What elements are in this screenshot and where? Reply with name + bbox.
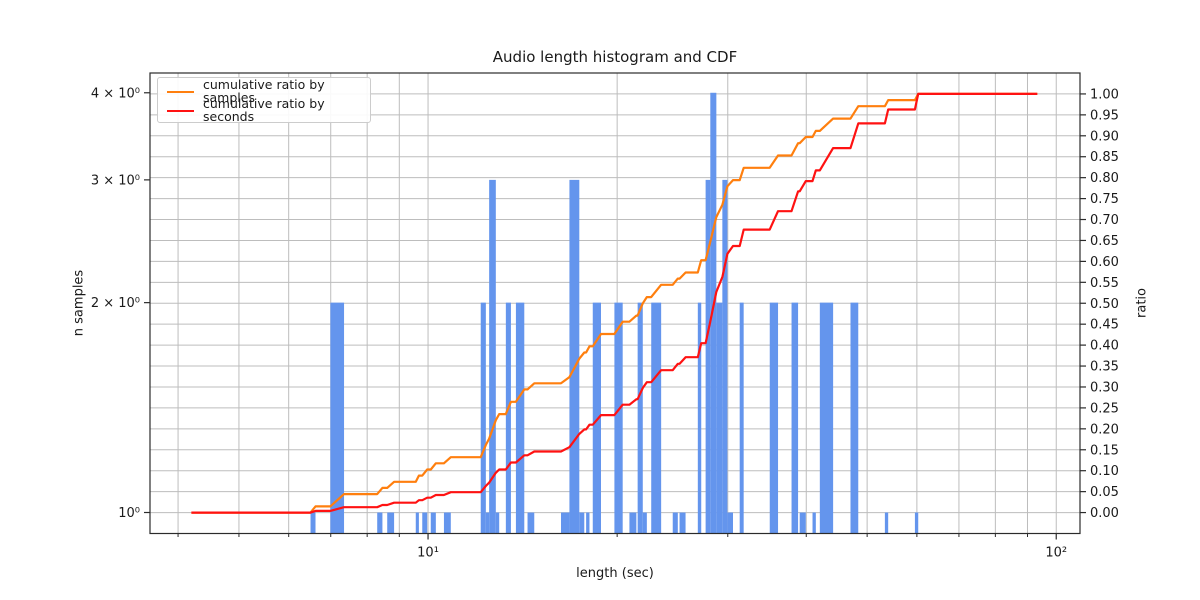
histogram-bar	[480, 302, 486, 534]
histogram-bar	[791, 302, 799, 534]
legend-line-seconds-icon	[167, 109, 194, 112]
histogram-bar	[505, 302, 511, 534]
histogram-bar	[727, 512, 733, 534]
y-right-tick-label: 0.65	[1090, 234, 1119, 249]
y-axis-label-right: ratio	[1134, 288, 1150, 318]
histogram-bar	[705, 179, 711, 534]
y-right-tick-label: 0.75	[1090, 192, 1119, 207]
y-left-tick-label: 10⁰	[118, 506, 140, 521]
histogram-bar	[651, 302, 662, 534]
histogram-bar	[716, 302, 723, 534]
y-right-tick-label: 0.20	[1090, 422, 1119, 437]
legend-item-samples: cumulative ratio by samples	[167, 77, 360, 105]
y-left-tick-label: 2 × 10⁰	[91, 296, 140, 311]
histogram-bar	[642, 512, 647, 534]
histogram-bar	[739, 302, 744, 534]
histogram-bar	[415, 512, 419, 534]
y-right-tick-label: 0.95	[1090, 108, 1119, 123]
histogram-bar	[443, 512, 451, 534]
y-right-tick-label: 0.40	[1090, 339, 1119, 354]
x-tick-label: 10¹	[417, 546, 439, 561]
y-right-tick-label: 1.00	[1090, 87, 1119, 102]
y-right-tick-label: 0.35	[1090, 360, 1119, 375]
histogram-bar	[485, 512, 490, 534]
histogram-bar	[722, 179, 728, 534]
y-right-tick-label: 0.90	[1090, 129, 1119, 144]
histogram-bar	[769, 302, 779, 534]
histogram-bar	[672, 512, 678, 534]
x-tick-label: 10²	[1045, 546, 1067, 561]
histogram-bar	[799, 512, 806, 534]
histogram-bar	[586, 512, 590, 534]
histogram-bar	[884, 512, 889, 534]
histogram-bar	[310, 512, 316, 534]
histogram-bar	[489, 179, 496, 534]
y-right-tick-label: 0.00	[1090, 506, 1119, 521]
y-right-tick-label: 0.85	[1090, 150, 1119, 165]
chart-title: Audio length histogram and CDF	[492, 48, 738, 66]
histogram-bar	[561, 512, 570, 534]
cdf-line-samples	[191, 92, 1038, 514]
legend-item-seconds: cumulative ratio by seconds	[167, 96, 360, 124]
cdf-line-seconds	[191, 92, 1038, 514]
legend-label-seconds: cumulative ratio by seconds	[203, 96, 325, 124]
y-left-tick-label: 3 × 10⁰	[91, 173, 140, 188]
histogram-bar	[914, 512, 919, 534]
histogram-bar	[579, 512, 585, 534]
histogram-bar	[710, 92, 717, 534]
y-right-tick-label: 0.30	[1090, 380, 1119, 395]
histogram-bar	[527, 512, 535, 534]
histogram-bar	[569, 179, 580, 534]
y-right-tick-label: 0.10	[1090, 464, 1119, 479]
legend: cumulative ratio by samples cumulative r…	[157, 77, 371, 123]
histogram-bar	[637, 302, 643, 534]
histogram-bar	[629, 512, 637, 534]
histogram-bar	[850, 302, 859, 534]
y-right-tick-label: 0.55	[1090, 276, 1119, 291]
legend-label-samples: cumulative ratio by samples	[203, 77, 325, 105]
histogram-bar	[697, 302, 702, 534]
y-right-tick-label: 0.05	[1090, 485, 1119, 500]
histogram-bar	[422, 512, 428, 534]
histogram-bar	[377, 512, 383, 534]
histogram-bar	[592, 302, 601, 534]
y-axis-label-left: n samples	[71, 269, 87, 337]
legend-line-samples-icon	[167, 90, 194, 93]
histogram-bar	[430, 512, 436, 534]
y-left-tick-label: 4 × 10⁰	[91, 86, 140, 101]
histogram-bar	[812, 512, 816, 534]
x-axis-label: length (sec)	[576, 566, 654, 581]
histogram-bar	[330, 302, 345, 534]
histogram-bar	[819, 302, 834, 534]
histogram-bar	[614, 302, 623, 534]
y-right-tick-label: 0.80	[1090, 171, 1119, 186]
histogram-bar	[515, 302, 525, 534]
y-right-tick-label: 0.45	[1090, 318, 1119, 333]
y-right-tick-label: 0.15	[1090, 443, 1119, 458]
histogram-bar	[495, 512, 500, 534]
histogram-bar	[679, 512, 686, 534]
y-right-tick-label: 0.25	[1090, 401, 1119, 416]
histogram-bar	[387, 512, 395, 534]
y-right-tick-label: 0.50	[1090, 297, 1119, 312]
y-right-tick-label: 0.70	[1090, 213, 1119, 228]
y-right-tick-label: 0.60	[1090, 255, 1119, 270]
